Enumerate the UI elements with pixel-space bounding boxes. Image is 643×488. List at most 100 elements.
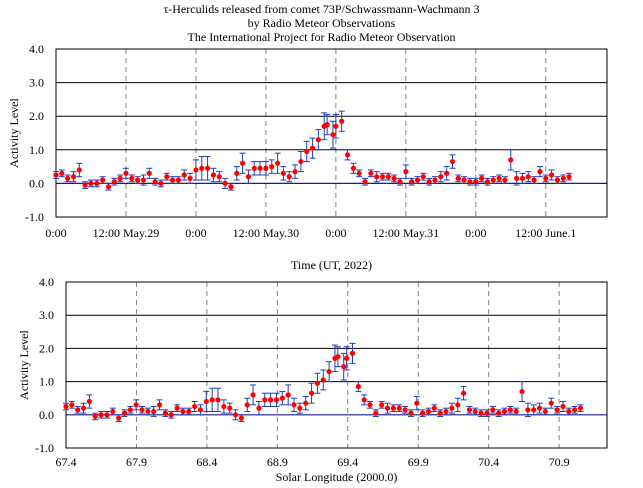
- time-plot-data-point: [368, 170, 374, 176]
- solar-longitude-plot-data-point: [355, 383, 361, 390]
- time-plot-data-point: [129, 175, 135, 181]
- solar-longitude-plot-data-point: [238, 415, 245, 421]
- time-plot-data-point: [473, 179, 479, 185]
- time-plot-data-point: [135, 177, 141, 183]
- solar-longitude-plot-data-point: [156, 402, 163, 408]
- solar-longitude-plot-data-point: [490, 407, 496, 413]
- time-plot-ylabel: Activity Level: [7, 98, 21, 168]
- time-plot-data-point: [502, 177, 508, 183]
- time-plot-xtick-label: 0:00: [325, 226, 346, 240]
- time-plot-data-point: [216, 174, 222, 180]
- time-plot-data-point: [117, 175, 123, 181]
- time-plot-data-point: [508, 157, 514, 163]
- solar-longitude-plot-ytick-label: 2.0: [39, 341, 54, 355]
- time-plot-data-point: [543, 175, 549, 181]
- solar-longitude-plot-data-point: [151, 408, 157, 415]
- time-plot-data-point: [88, 180, 94, 186]
- solar-longitude-plot-data-point: [335, 354, 341, 360]
- solar-longitude-xtick-label: 68.9: [267, 455, 288, 469]
- time-plot-ytick-label: 1.0: [29, 143, 44, 157]
- time-plot-data-point: [158, 180, 164, 186]
- solar-longitude-plot-data-point: [250, 392, 256, 398]
- solar-longitude-plot-data-point: [209, 397, 215, 403]
- time-plot-ytick-label: 2.0: [29, 109, 44, 123]
- solar-longitude-plot-data-point: [162, 410, 168, 416]
- time-plot-data-point: [449, 158, 456, 165]
- time-plot-data-point: [479, 175, 485, 181]
- time-plot-data-point: [525, 174, 531, 180]
- time-plot-data-point: [280, 170, 286, 176]
- time-plot-data-point: [239, 160, 246, 166]
- solar-longitude-plot-data-point: [572, 407, 578, 413]
- solar-longitude-xtick-label: 69.4: [337, 455, 358, 469]
- time-plot-data-point: [123, 170, 129, 176]
- time-plot-data-point: [100, 177, 106, 183]
- solar-longitude-plot-data-point: [414, 400, 420, 406]
- solar-longitude-xtick-label: 70.9: [549, 455, 570, 469]
- solar-longitude-plot-data-point: [384, 405, 391, 411]
- time-plot-data-point: [426, 179, 432, 185]
- time-plot-data-point: [175, 177, 182, 183]
- time-plot-data-point: [65, 175, 71, 181]
- solar-longitude-plot-data-point: [186, 408, 192, 415]
- solar-longitude-plot-data-point: [390, 405, 397, 411]
- solar-longitude-plot-data-point: [554, 407, 560, 413]
- solar-longitude-plot-ytick-label: 0.0: [39, 408, 54, 422]
- time-plot-data-point: [379, 174, 386, 180]
- solar-longitude-plot-data-point: [525, 407, 531, 413]
- solar-longitude-plot-data-point: [262, 397, 268, 403]
- time-plot-data-point: [228, 184, 234, 190]
- time-plot-data-point: [164, 174, 170, 180]
- solar-longitude-plot-data-point: [127, 407, 133, 413]
- solar-longitude-plot-data-point: [373, 410, 379, 416]
- time-plot-data-point: [403, 169, 409, 175]
- time-plot-xtick-label: 12:00 May.30: [233, 226, 300, 240]
- solar-longitude-plot-data-point: [531, 407, 537, 413]
- chart-title-line-1: τ-Herculids released from comet 73P/Schw…: [163, 2, 480, 16]
- solar-longitude-plot-data-point: [285, 392, 291, 398]
- solar-longitude-xtick-label: 70.4: [478, 455, 499, 469]
- time-plot-data-point: [263, 165, 269, 171]
- time-plot-data-point: [385, 174, 391, 180]
- solar-longitude-plot-data-point: [420, 410, 426, 416]
- solar-longitude-plot-data-point: [168, 412, 174, 418]
- time-plot-data-point: [140, 177, 147, 183]
- time-plot-data-point: [146, 170, 152, 176]
- time-plot-ytick-label: 3.0: [29, 76, 44, 90]
- time-plot-data-point: [298, 158, 304, 165]
- time-plot-data-point: [324, 122, 330, 128]
- solar-longitude-plot-data-point: [513, 408, 519, 415]
- time-plot-frame: [55, 48, 608, 218]
- time-plot-data-point: [257, 165, 263, 171]
- time-plot-data-point: [330, 132, 336, 138]
- time-plot-ytick-label: -1.0: [25, 210, 44, 224]
- solar-longitude-plot-data-point: [116, 415, 122, 421]
- solar-longitude-plot-data-point: [303, 400, 309, 406]
- time-plot-data-point: [70, 174, 77, 180]
- solar-longitude-plot-data-point: [297, 405, 303, 411]
- solar-longitude-plot-ytick-label: 1.0: [39, 375, 54, 389]
- solar-longitude-plot-data-point: [431, 405, 437, 411]
- time-plot-data-point: [432, 177, 438, 183]
- time-plot-data-point: [222, 180, 228, 186]
- time-plot-data-point: [251, 165, 257, 171]
- time-plot-xtick-label: 12:00 June.1: [515, 226, 576, 240]
- solar-longitude-plot-data-point: [227, 405, 233, 411]
- solar-longitude-plot-data-point: [379, 402, 385, 408]
- solar-longitude-plot-data-point: [396, 405, 402, 411]
- time-plot-data-point: [519, 175, 526, 181]
- solar-longitude-plot-data-point: [519, 388, 525, 395]
- time-plot-data-point: [199, 165, 205, 171]
- solar-longitude-plot-data-point: [98, 412, 104, 418]
- solar-longitude-plot-data-point: [320, 377, 326, 383]
- time-plot-data-point: [374, 174, 380, 180]
- time-plot-data-point: [514, 175, 520, 181]
- solar-longitude-plot-ytick-label: 3.0: [39, 308, 54, 322]
- time-plot-data-point: [204, 165, 211, 171]
- solar-longitude-plot-data-point: [121, 410, 128, 416]
- solar-longitude-plot-data-point: [75, 407, 81, 413]
- solar-longitude-plot-data-point: [291, 402, 297, 408]
- time-plot-data-point: [286, 174, 292, 180]
- time-plot-data-point: [245, 174, 252, 180]
